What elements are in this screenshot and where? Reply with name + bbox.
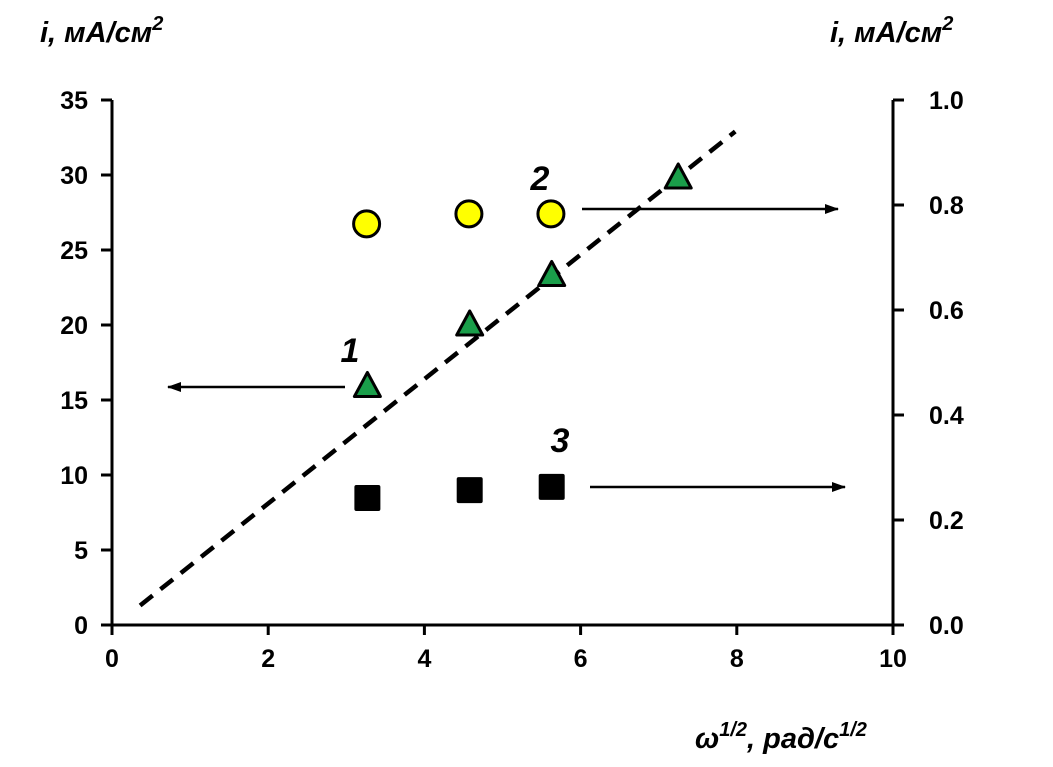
y-left-tick-label: 35 (60, 87, 88, 115)
x-axis-label: ω1/2, рад/с1/2 (695, 719, 867, 755)
series-label-1: 1 (341, 332, 360, 370)
data-point-square (354, 484, 381, 511)
y-right-tick-label: 0.8 (929, 192, 964, 220)
data-point-circle (454, 199, 484, 229)
series-label-3: 3 (551, 422, 570, 460)
x-tick-label: 10 (879, 645, 907, 673)
y-left-tick-label: 5 (74, 537, 88, 565)
data-point-circle (352, 209, 382, 239)
data-point-triangle (455, 309, 485, 337)
data-point-triangle (663, 162, 693, 190)
y-left-tick-label: 15 (60, 387, 88, 415)
data-point-square (456, 477, 483, 504)
fit-line (138, 129, 737, 608)
data-point-circle (536, 199, 566, 229)
y-left-tick-label: 25 (60, 237, 88, 265)
y-right-tick-label: 0.2 (929, 507, 964, 535)
x-tick-label: 6 (574, 645, 588, 673)
x-tick-label: 2 (261, 645, 275, 673)
y-left-axis-label: i, мА/см2 (40, 13, 163, 49)
y-right-tick-label: 1.0 (929, 87, 964, 115)
y-right-tick-label: 0.0 (929, 612, 964, 640)
y-left-tick-label: 10 (60, 462, 88, 490)
data-point-square (538, 473, 565, 500)
y-left-tick-label: 30 (60, 162, 88, 190)
y-right-tick-label: 0.6 (929, 297, 964, 325)
x-tick-label: 8 (730, 645, 744, 673)
y-right-axis-label: i, мА/см2 (830, 13, 953, 49)
x-tick-label: 0 (105, 645, 119, 673)
y-left-tick-label: 20 (60, 312, 88, 340)
y-left-tick-label: 0 (74, 612, 88, 640)
series-label-2: 2 (530, 160, 550, 198)
data-point-triangle (352, 371, 382, 398)
y-right-tick-label: 0.4 (929, 402, 964, 430)
x-tick-label: 4 (417, 645, 431, 673)
data-point-triangle (537, 260, 567, 287)
